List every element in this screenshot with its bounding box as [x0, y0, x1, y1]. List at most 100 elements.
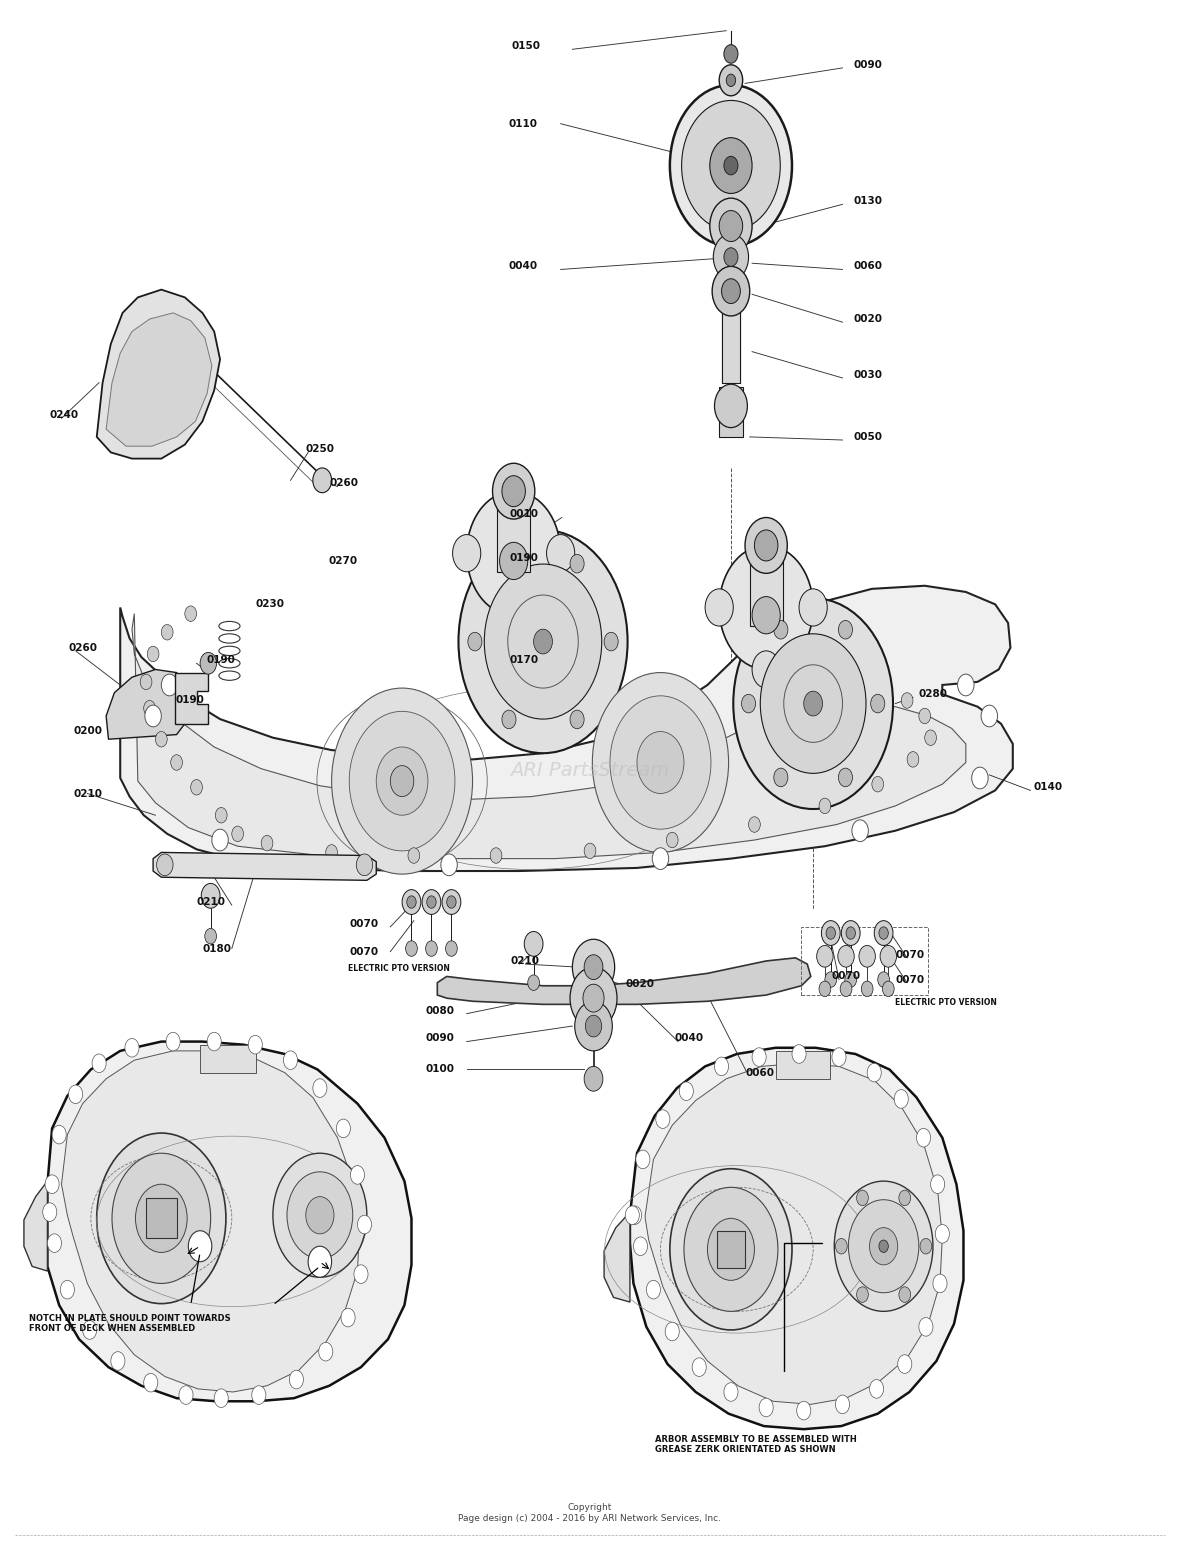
Circle shape	[754, 531, 778, 560]
Circle shape	[202, 884, 219, 909]
Text: 0040: 0040	[509, 261, 537, 271]
Circle shape	[723, 247, 738, 266]
Polygon shape	[24, 1181, 47, 1271]
Circle shape	[575, 1001, 612, 1050]
Circle shape	[723, 156, 738, 174]
Circle shape	[907, 752, 919, 767]
Circle shape	[584, 843, 596, 859]
Circle shape	[714, 233, 748, 280]
Circle shape	[826, 927, 835, 940]
Text: 0210: 0210	[510, 955, 539, 966]
Circle shape	[47, 1234, 61, 1253]
Circle shape	[878, 972, 890, 988]
Circle shape	[136, 1184, 188, 1253]
Circle shape	[446, 941, 458, 957]
Circle shape	[162, 674, 178, 696]
Circle shape	[140, 674, 152, 689]
Circle shape	[879, 1240, 889, 1253]
Circle shape	[857, 1287, 868, 1302]
Circle shape	[610, 696, 712, 829]
Circle shape	[442, 890, 461, 915]
Circle shape	[825, 972, 837, 988]
Circle shape	[894, 1089, 909, 1108]
Polygon shape	[120, 585, 1012, 871]
Circle shape	[185, 605, 197, 621]
Circle shape	[796, 1402, 811, 1421]
Polygon shape	[438, 958, 811, 1004]
Bar	[201, 1044, 256, 1072]
Circle shape	[349, 711, 455, 851]
Circle shape	[502, 710, 516, 728]
Text: 0070: 0070	[832, 971, 861, 982]
Text: 0230: 0230	[256, 599, 284, 610]
Circle shape	[179, 1386, 194, 1405]
Circle shape	[97, 1133, 225, 1304]
Circle shape	[189, 1231, 212, 1262]
Text: 0070: 0070	[349, 918, 379, 929]
Circle shape	[546, 535, 575, 571]
Circle shape	[585, 1015, 602, 1036]
Circle shape	[981, 705, 997, 727]
Circle shape	[919, 1318, 933, 1337]
Circle shape	[723, 1383, 738, 1402]
Circle shape	[157, 854, 173, 876]
Text: 0200: 0200	[73, 727, 103, 736]
Circle shape	[917, 1128, 931, 1147]
Text: 0170: 0170	[510, 655, 538, 664]
Circle shape	[524, 932, 543, 957]
Circle shape	[251, 1386, 266, 1405]
Text: 0030: 0030	[853, 370, 883, 380]
Circle shape	[880, 946, 897, 968]
Text: 0060: 0060	[745, 1067, 774, 1078]
Circle shape	[354, 1265, 368, 1284]
Bar	[749, 546, 782, 626]
Circle shape	[792, 1044, 806, 1063]
Circle shape	[308, 1246, 332, 1277]
Circle shape	[248, 1035, 262, 1053]
Circle shape	[706, 588, 733, 626]
Circle shape	[719, 546, 813, 669]
Circle shape	[336, 1119, 350, 1137]
Circle shape	[821, 921, 840, 946]
Circle shape	[459, 531, 628, 753]
Text: 0050: 0050	[853, 433, 883, 442]
Text: 0190: 0190	[510, 552, 538, 563]
Text: 0210: 0210	[73, 789, 103, 798]
Text: 0090: 0090	[853, 59, 881, 70]
Circle shape	[466, 492, 560, 615]
Circle shape	[715, 1057, 728, 1075]
Circle shape	[319, 1343, 333, 1362]
Circle shape	[426, 941, 438, 957]
Circle shape	[899, 1287, 911, 1302]
Circle shape	[741, 694, 755, 713]
Circle shape	[710, 137, 752, 193]
Bar	[721, 296, 740, 383]
Circle shape	[637, 731, 684, 794]
Circle shape	[670, 86, 792, 246]
Circle shape	[171, 755, 183, 770]
Polygon shape	[176, 672, 209, 724]
Circle shape	[350, 1165, 365, 1184]
Circle shape	[406, 941, 418, 957]
Circle shape	[156, 731, 168, 747]
Circle shape	[723, 45, 738, 64]
Circle shape	[872, 776, 884, 792]
Circle shape	[710, 198, 752, 254]
Text: 0040: 0040	[675, 1033, 703, 1044]
Circle shape	[358, 1215, 372, 1234]
Circle shape	[834, 1181, 933, 1312]
Circle shape	[752, 650, 780, 688]
Text: 0010: 0010	[510, 509, 538, 520]
Text: ELECTRIC PTO VERSION: ELECTRIC PTO VERSION	[348, 965, 450, 972]
Circle shape	[870, 1380, 884, 1399]
Bar	[801, 927, 929, 996]
Circle shape	[883, 982, 894, 996]
Circle shape	[848, 1200, 919, 1293]
Circle shape	[408, 848, 420, 864]
Text: 0190: 0190	[206, 655, 235, 664]
Text: 0140: 0140	[1034, 783, 1063, 792]
Circle shape	[592, 672, 728, 853]
Circle shape	[205, 929, 216, 944]
Circle shape	[604, 632, 618, 650]
Circle shape	[527, 976, 539, 991]
